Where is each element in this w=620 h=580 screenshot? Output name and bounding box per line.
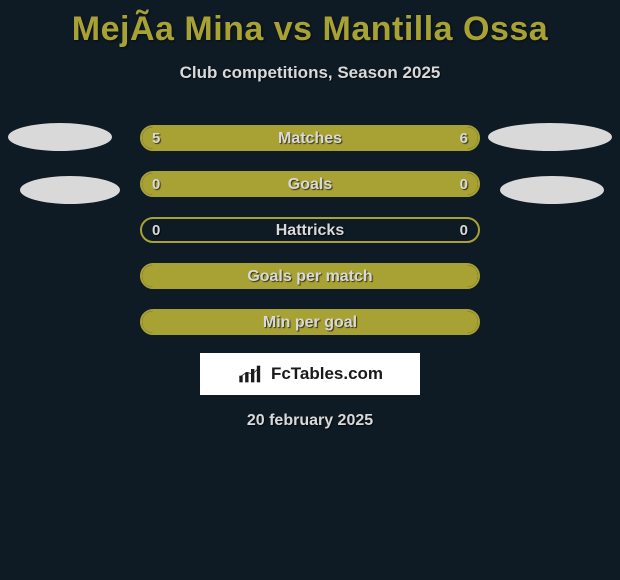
stat-value-left: 0	[152, 219, 160, 243]
stat-label: Min per goal	[142, 311, 478, 335]
stats-block: Matches56Goals00Hattricks00Goals per mat…	[140, 125, 480, 355]
stat-row: Min per goal	[140, 309, 480, 335]
stat-value-left: 5	[152, 127, 160, 151]
avatar-ellipse-right-1	[488, 123, 612, 151]
stat-label: Goals per match	[142, 265, 478, 289]
stat-row: Hattricks0 0	[140, 217, 480, 243]
brand-box[interactable]: FcTables.com	[200, 353, 420, 395]
stat-row: Matches5 6	[140, 125, 480, 151]
stat-row: Goals0 0	[140, 171, 480, 197]
stat-value-left: 0	[152, 173, 160, 197]
date-label: 20 february 2025	[0, 412, 620, 430]
stat-value-right: 6	[460, 127, 468, 151]
page-title: MejÃ­a Mina vs Mantilla Ossa	[0, 0, 620, 49]
avatar-ellipse-left-2	[20, 176, 120, 204]
brand-text: FcTables.com	[271, 364, 383, 384]
stat-value-right: 0	[460, 219, 468, 243]
stat-value-right: 0	[460, 173, 468, 197]
stat-label: Hattricks	[142, 219, 478, 243]
subtitle: Club competitions, Season 2025	[0, 63, 620, 83]
avatar-ellipse-left-1	[8, 123, 112, 151]
stat-label: Matches	[142, 127, 478, 151]
comparison-card: MejÃ­a Mina vs Mantilla Ossa Club compet…	[0, 0, 620, 580]
avatar-ellipse-right-2	[500, 176, 604, 204]
brand-chart-icon	[237, 364, 265, 384]
stat-row: Goals per match	[140, 263, 480, 289]
stat-label: Goals	[142, 173, 478, 197]
